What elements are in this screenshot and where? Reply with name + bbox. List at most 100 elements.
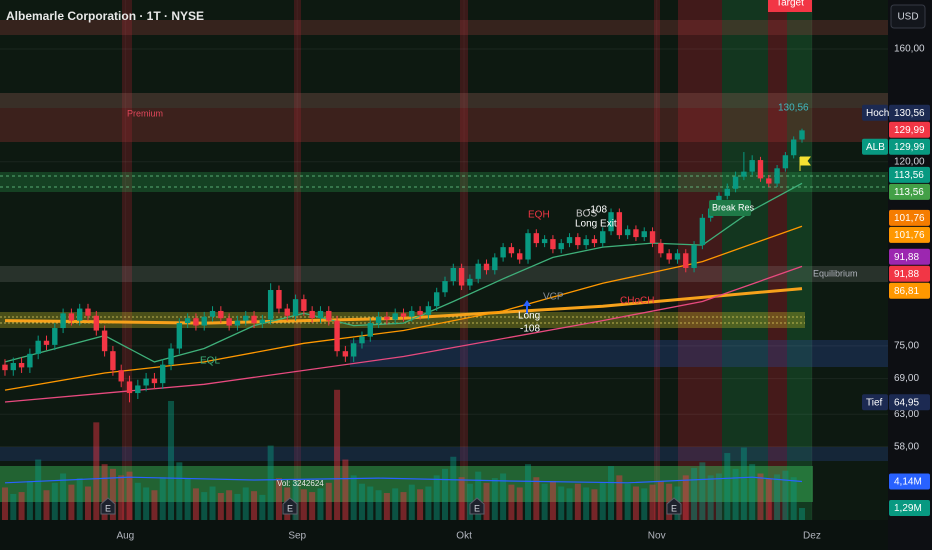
volume-bar xyxy=(134,482,141,520)
candle-body xyxy=(442,281,448,293)
volume-bar xyxy=(35,459,42,520)
candle-body xyxy=(309,310,315,319)
axes: 160,00 120,00 75,00 69,00 63,00 58,00 Aug Sep Ok… xyxy=(116,44,925,542)
annotation: 130,56 xyxy=(778,103,809,114)
candle-body xyxy=(741,171,747,177)
candle-body xyxy=(790,139,797,156)
price-badge xyxy=(889,209,930,226)
volume-bar xyxy=(483,482,490,520)
target-label: Target xyxy=(776,0,804,9)
candle-body xyxy=(259,319,266,324)
volume-bar xyxy=(632,486,639,520)
volume-bar xyxy=(466,483,473,520)
candle-body xyxy=(558,243,564,250)
volume-bar xyxy=(217,493,224,520)
annotation: Long xyxy=(518,311,540,322)
candle-body xyxy=(60,313,66,329)
y-tick-label: 63,00 xyxy=(894,409,919,420)
candle-body xyxy=(93,315,100,331)
earnings-icon xyxy=(100,497,116,515)
candle-body xyxy=(649,231,656,244)
moving-average xyxy=(4,225,803,391)
candle-body xyxy=(110,351,116,371)
volume-bar xyxy=(558,486,565,520)
zone xyxy=(122,0,132,520)
price-badge xyxy=(889,265,930,282)
badge-name-box xyxy=(862,138,888,155)
volume-bar xyxy=(325,482,332,520)
volume-bar xyxy=(43,490,50,520)
equilibrium-zone xyxy=(0,266,888,282)
candles xyxy=(2,128,805,403)
volume-bar xyxy=(76,478,83,520)
currency-label[interactable]: USD xyxy=(897,12,918,23)
price-badge xyxy=(889,121,930,138)
annotation: EQH xyxy=(528,210,550,221)
volume-bar xyxy=(450,456,457,520)
candle-body xyxy=(10,363,16,371)
volume-bar xyxy=(392,488,399,520)
grid xyxy=(0,48,888,448)
volume-zone xyxy=(0,466,813,502)
break-res-box xyxy=(709,200,751,216)
volume-bar xyxy=(375,490,382,520)
volume-bar xyxy=(525,464,532,520)
candle-body xyxy=(168,348,174,365)
price-badge xyxy=(889,104,930,121)
volume-bar xyxy=(60,473,67,520)
candle-body xyxy=(292,299,299,316)
candle-body xyxy=(732,176,739,189)
candle-body xyxy=(674,253,681,260)
volume-bar xyxy=(641,488,648,520)
candle-body xyxy=(458,267,465,286)
y-tick-label: 160,00 xyxy=(894,44,925,55)
candle-body xyxy=(209,310,216,317)
earnings-icon xyxy=(666,497,682,515)
zone xyxy=(0,172,888,192)
badge-name: Tief xyxy=(866,397,883,408)
volume-bar xyxy=(715,473,722,520)
badge-name-box xyxy=(862,394,888,411)
volume-bar xyxy=(699,462,706,520)
volume-bar xyxy=(342,459,349,520)
annotation: -108 xyxy=(520,324,540,335)
price-badge xyxy=(889,166,930,183)
volume-bar xyxy=(616,475,623,520)
volume-bar xyxy=(251,491,258,520)
candle-body xyxy=(43,340,50,345)
moving-average xyxy=(4,265,803,403)
zone xyxy=(0,93,888,108)
annotation: EQL xyxy=(200,356,220,367)
zone xyxy=(0,0,888,520)
volume-bar xyxy=(267,445,274,520)
zone xyxy=(654,0,660,520)
price-badge xyxy=(889,248,930,265)
candle-body xyxy=(475,263,481,279)
chart-title: Albemarle Corporation · 1T · NYSE xyxy=(6,9,204,23)
candle-body xyxy=(52,328,58,345)
annotation: Break Res xyxy=(712,202,755,212)
volume-bar xyxy=(226,490,233,520)
price-badge-label: 113,56 xyxy=(894,187,924,198)
volume-bar xyxy=(26,480,33,520)
volume-bar xyxy=(682,475,689,520)
volume-bar xyxy=(93,422,100,520)
volume-bar xyxy=(591,489,598,520)
volume-bar xyxy=(425,486,432,520)
currency-button[interactable] xyxy=(890,4,926,29)
x-tick-label: Okt xyxy=(456,531,472,542)
candle-body xyxy=(85,308,91,316)
earnings-label: E xyxy=(287,503,293,513)
volume-bar xyxy=(159,477,166,520)
x-tick-label: Nov xyxy=(648,531,666,542)
volume-bar xyxy=(574,483,581,520)
volume-bar xyxy=(790,477,797,520)
volume-bar xyxy=(707,475,714,520)
volume-bar xyxy=(176,462,183,520)
volume-label: Vol: 3242624 xyxy=(277,479,324,488)
candle-body xyxy=(583,239,589,246)
candle-body xyxy=(624,229,631,236)
candle-body xyxy=(367,323,373,337)
badge-name-box xyxy=(862,104,888,121)
zones xyxy=(0,0,888,520)
